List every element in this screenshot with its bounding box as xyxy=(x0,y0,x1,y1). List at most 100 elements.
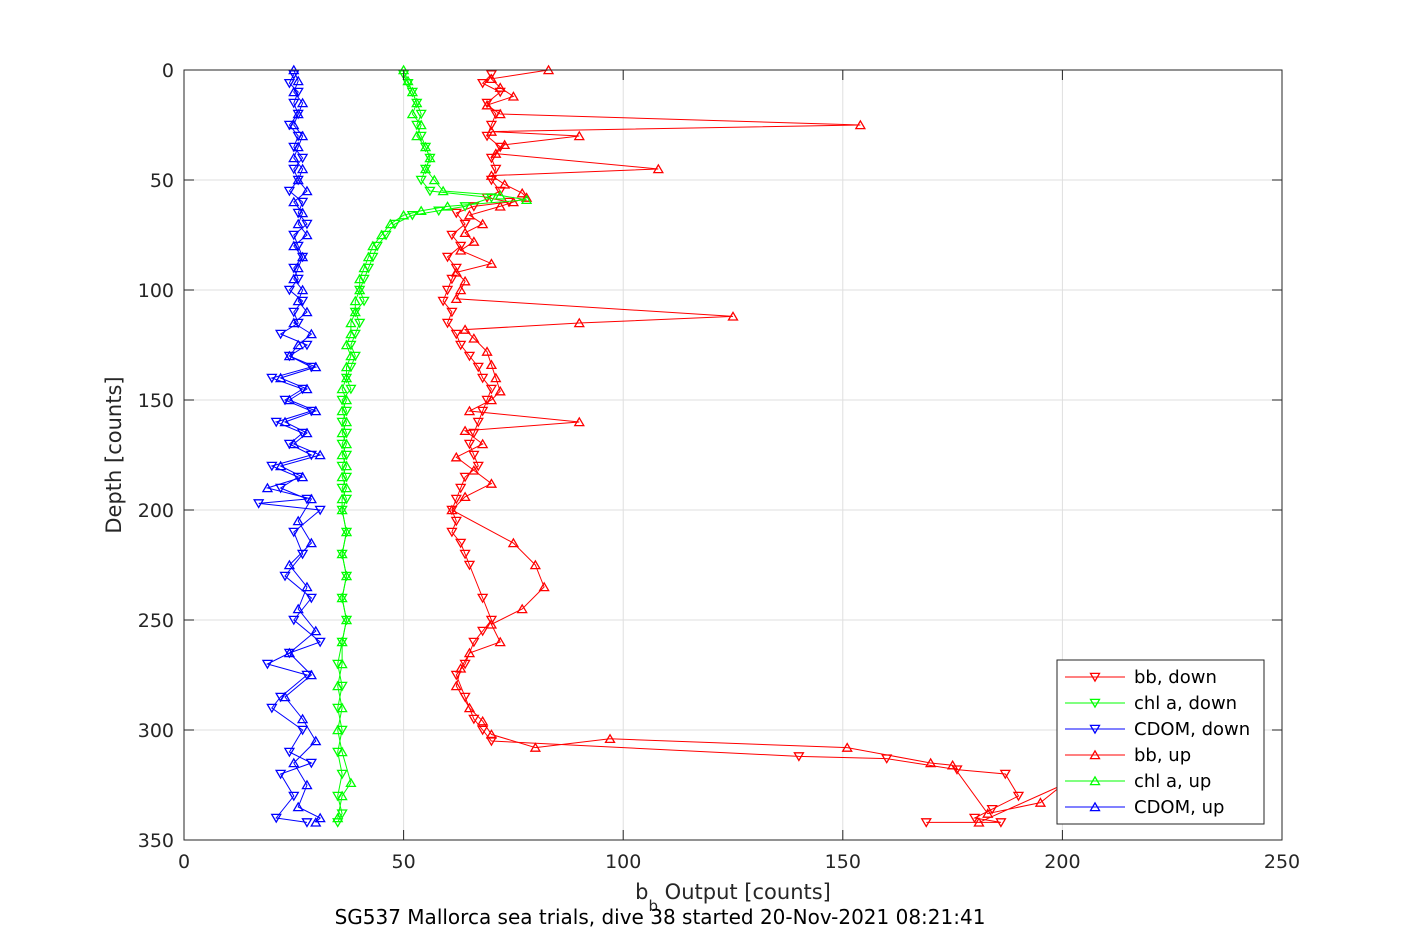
data-point-marker xyxy=(481,98,493,109)
data-point-marker xyxy=(274,329,287,340)
data-point-marker xyxy=(459,549,471,560)
data-point-marker xyxy=(336,790,348,801)
data-point-marker xyxy=(314,449,326,460)
data-point-marker xyxy=(472,417,484,428)
series-line xyxy=(451,69,1063,823)
data-point-marker xyxy=(485,73,498,84)
data-point-marker xyxy=(968,813,981,824)
figure-caption: SG537 Mallorca sea trials, dive 38 start… xyxy=(335,905,986,929)
data-point-marker xyxy=(494,201,506,211)
data-point-marker xyxy=(468,236,480,246)
data-point-marker xyxy=(459,219,471,230)
legend-marker xyxy=(1089,775,1101,786)
data-point-marker xyxy=(490,164,502,175)
data-point-marker xyxy=(520,194,533,205)
data-point-marker xyxy=(485,258,498,268)
data-point-marker xyxy=(296,471,309,482)
data-point-marker xyxy=(485,394,498,405)
data-point-marker xyxy=(336,592,348,603)
data-point-marker xyxy=(507,196,520,207)
data-point-marker xyxy=(415,205,427,216)
data-point-marker xyxy=(305,493,318,504)
data-point-marker xyxy=(485,615,498,626)
data-point-marker xyxy=(419,163,432,174)
data-point-marker xyxy=(292,339,304,350)
data-point-marker xyxy=(296,130,309,141)
data-point-marker xyxy=(415,119,427,130)
data-point-marker xyxy=(288,152,300,163)
data-point-marker xyxy=(428,174,440,185)
data-point-marker xyxy=(727,311,739,321)
data-point-marker xyxy=(450,263,462,274)
data-point-marker xyxy=(468,333,480,343)
data-point-marker xyxy=(336,504,348,515)
legend-label: chl a, up xyxy=(1134,771,1211,792)
data-point-marker xyxy=(529,742,541,752)
data-point-marker xyxy=(485,384,498,395)
data-point-marker xyxy=(274,372,287,383)
data-point-marker xyxy=(288,98,300,109)
data-point-marker xyxy=(490,148,502,158)
data-point-marker xyxy=(446,527,458,538)
data-point-marker xyxy=(477,406,489,417)
y-tick-label: 300 xyxy=(138,720,174,742)
data-point-marker xyxy=(415,109,427,120)
data-point-marker xyxy=(340,438,353,449)
data-point-marker xyxy=(481,346,493,356)
data-point-marker xyxy=(455,663,467,673)
data-point-marker xyxy=(274,483,287,494)
data-point-marker xyxy=(494,636,506,647)
data-point-marker xyxy=(340,460,353,471)
data-point-marker xyxy=(288,615,300,626)
data-point-marker xyxy=(288,230,300,241)
data-point-marker xyxy=(415,175,427,186)
data-point-marker xyxy=(441,201,454,211)
data-point-marker xyxy=(411,130,423,141)
data-point-marker xyxy=(292,295,304,306)
data-point-marker xyxy=(516,187,528,198)
data-point-marker xyxy=(301,427,313,438)
data-point-marker xyxy=(920,818,932,828)
data-point-marker xyxy=(283,78,296,89)
data-point-marker xyxy=(459,275,471,286)
y-tick-label: 100 xyxy=(138,280,174,302)
y-tick-label: 350 xyxy=(138,830,174,852)
series-line xyxy=(265,69,322,823)
y-tick-label: 250 xyxy=(138,610,174,632)
data-point-marker xyxy=(310,405,322,416)
data-point-marker xyxy=(305,758,318,769)
data-point-marker xyxy=(301,779,313,790)
data-point-marker xyxy=(305,328,318,339)
data-point-marker xyxy=(485,359,498,370)
data-point-marker xyxy=(314,637,326,648)
legend-label: CDOM, up xyxy=(1134,797,1224,818)
data-point-marker xyxy=(283,559,296,570)
data-point-marker xyxy=(463,439,476,450)
y-tick-label: 200 xyxy=(138,500,174,522)
data-point-marker xyxy=(485,70,498,80)
data-point-marker xyxy=(529,559,541,570)
data-point-marker xyxy=(332,818,344,828)
legend-marker xyxy=(1089,749,1101,760)
data-point-marker xyxy=(463,209,476,220)
data-point-marker xyxy=(376,229,388,240)
x-axis-label: bb Output [counts] xyxy=(635,880,831,915)
data-point-marker xyxy=(283,186,296,197)
data-point-marker xyxy=(336,493,348,504)
data-point-marker xyxy=(340,339,353,350)
data-point-marker xyxy=(261,482,274,493)
data-point-marker xyxy=(446,307,458,318)
data-point-marker xyxy=(424,186,436,197)
data-point-marker xyxy=(301,229,313,240)
data-point-marker xyxy=(296,725,309,736)
data-point-marker xyxy=(468,714,480,725)
plot-frame xyxy=(183,69,1283,841)
data-point-marker xyxy=(1034,797,1047,807)
data-point-marker xyxy=(345,328,357,339)
legend-label: chl a, down xyxy=(1134,693,1237,714)
data-point-marker xyxy=(292,108,304,119)
data-point-marker xyxy=(296,97,309,108)
data-point-marker xyxy=(455,284,467,295)
data-point-marker xyxy=(468,202,480,212)
data-point-marker xyxy=(292,141,304,152)
